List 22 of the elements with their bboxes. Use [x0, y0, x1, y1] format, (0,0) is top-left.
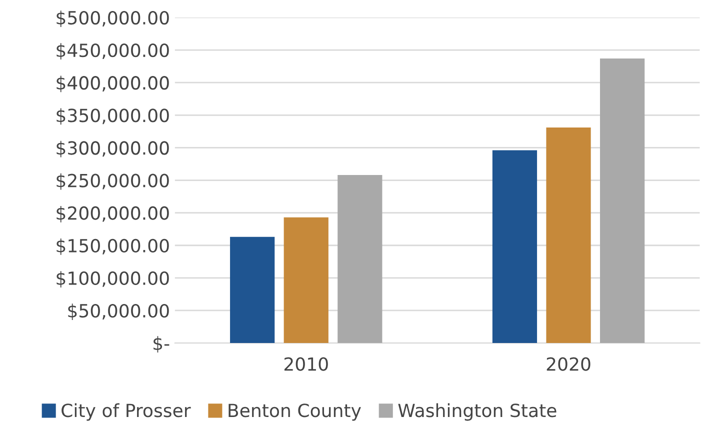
bar — [284, 217, 328, 344]
x-tick-label: 2010 — [284, 357, 328, 371]
bar — [492, 150, 538, 344]
y-tick-label: $300,000.00 — [56, 140, 169, 158]
y-tick-label: $- — [154, 336, 170, 353]
y-tick-label: $350,000.00 — [56, 108, 169, 125]
bar — [600, 58, 645, 344]
y-tick-label: $100,000.00 — [56, 271, 169, 288]
bar — [230, 236, 275, 344]
legend-label: Washington State — [398, 403, 556, 421]
y-tick-label: $450,000.00 — [56, 43, 169, 60]
y-tick-label: $250,000.00 — [56, 173, 169, 190]
legend-label: Benton County — [228, 404, 361, 421]
bar — [338, 175, 382, 344]
y-tick-label: $150,000.00 — [56, 238, 169, 255]
y-tick-label: $50,000.00 — [68, 304, 169, 320]
y-tick-label: $400,000.00 — [56, 76, 169, 92]
x-tick-label: 2020 — [546, 357, 590, 371]
y-tick-label: $200,000.00 — [56, 206, 169, 222]
bar — [546, 128, 591, 344]
y-tick-label: $500,000.00 — [56, 10, 169, 27]
legend-label: City of Prosser — [62, 403, 191, 421]
